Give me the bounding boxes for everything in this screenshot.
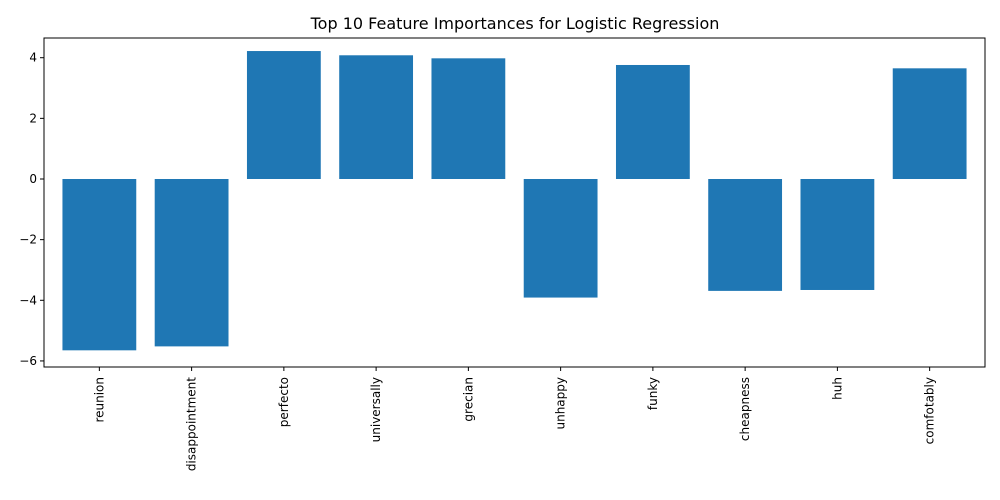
y-tick-label: −4 (19, 293, 37, 307)
y-tick-label: 4 (29, 51, 37, 65)
bar-reunion (62, 179, 137, 351)
x-tick-label: universally (369, 377, 383, 442)
x-tick-label: perfecto (277, 377, 291, 427)
y-tick-label: 0 (29, 172, 37, 186)
bar-universally (339, 55, 414, 179)
y-axis: −6 −4 −2 0 2 4 (19, 51, 44, 368)
bar-huh (800, 179, 875, 290)
x-tick-label: comfotably (923, 377, 937, 444)
bar-cheapness (708, 179, 783, 291)
x-tick-label: unhappy (554, 377, 568, 430)
x-tick-label: funky (646, 377, 660, 410)
bar-perfecto (246, 51, 321, 179)
bar-unhappy (523, 179, 598, 298)
x-tick-label: huh (830, 377, 844, 400)
y-tick-label: −2 (19, 233, 37, 247)
chart-title: Top 10 Feature Importances for Logistic … (310, 14, 720, 33)
bar-comfotably (892, 68, 967, 179)
x-tick-label: disappointment (185, 377, 199, 471)
bars-group (62, 51, 967, 351)
bar-funky (615, 64, 690, 179)
bar-disappointment (154, 179, 229, 347)
x-tick-label: reunion (92, 377, 106, 423)
plot-frame (43, 37, 986, 368)
x-axis: reunion disappointment perfecto universally… (92, 367, 937, 471)
y-tick-label: −6 (19, 354, 37, 368)
x-tick-label: grecian (461, 377, 475, 422)
x-tick-label: cheapness (738, 377, 752, 441)
bar-grecian (431, 58, 506, 179)
y-tick-label: 2 (29, 111, 37, 125)
